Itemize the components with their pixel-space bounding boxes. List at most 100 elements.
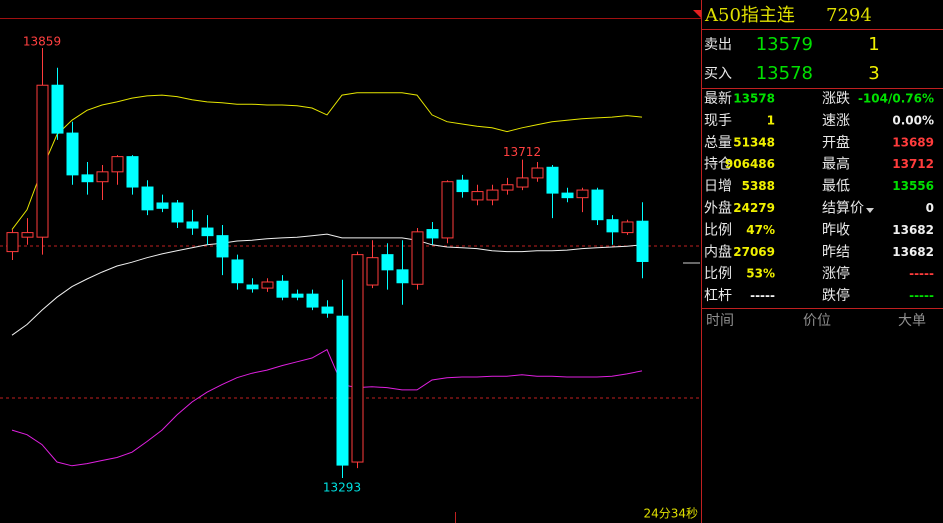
row-label: 最新 bbox=[704, 91, 732, 107]
row-value: 5388 bbox=[742, 179, 775, 193]
row-label: 速涨 bbox=[822, 113, 850, 129]
row-value: ----- bbox=[909, 289, 934, 303]
candle-body bbox=[336, 315, 349, 466]
row-label: 内盘 bbox=[704, 243, 732, 260]
band-line bbox=[11, 233, 643, 336]
quote-rows: 最新 13578 涨跌 -104/0.76% 现手 1 速涨 0.00% 总量 51348 开盘 13… bbox=[704, 91, 934, 329]
candle-body bbox=[486, 189, 499, 201]
row-label: 持仓 bbox=[704, 157, 732, 173]
row-label: 比例 bbox=[704, 222, 732, 238]
candle-body bbox=[531, 167, 544, 179]
ask-price: 13579 bbox=[756, 34, 813, 55]
candle-body bbox=[636, 220, 649, 262]
candle-body bbox=[96, 171, 109, 183]
row-label: 结算价 bbox=[822, 201, 864, 217]
corner-marker bbox=[693, 10, 701, 18]
candle-body bbox=[171, 202, 184, 223]
row-value: -104/0.76% bbox=[858, 92, 934, 106]
candle-body bbox=[246, 284, 259, 290]
list-header: 价位 bbox=[803, 313, 831, 329]
candle-body bbox=[231, 259, 244, 284]
row-value: 906486 bbox=[725, 157, 775, 171]
candle-body bbox=[366, 257, 379, 286]
candle-body bbox=[411, 231, 424, 285]
bands bbox=[11, 92, 643, 467]
row-label: 跌停 bbox=[822, 287, 850, 304]
row-value: 51348 bbox=[733, 135, 775, 149]
row-label: 昨结 bbox=[822, 244, 850, 260]
candle-body bbox=[51, 84, 64, 134]
row-label: 最低 bbox=[822, 179, 850, 195]
candle-body bbox=[516, 177, 529, 188]
band-line bbox=[11, 92, 643, 230]
candle-body bbox=[216, 235, 229, 258]
row-value: 1 bbox=[767, 113, 775, 127]
timer: 24分34秒 bbox=[643, 507, 698, 521]
bid-volume: 3 bbox=[868, 63, 879, 84]
candle-body bbox=[591, 189, 604, 221]
row-label: 外盘 bbox=[704, 200, 732, 217]
candles bbox=[6, 48, 649, 478]
candle-body bbox=[81, 174, 94, 183]
row-value: 47% bbox=[746, 223, 775, 237]
candle-body bbox=[606, 219, 619, 233]
candle-body bbox=[291, 293, 304, 298]
bid-price: 13578 bbox=[756, 63, 813, 84]
row-value: ----- bbox=[750, 289, 775, 303]
row-label: 昨收 bbox=[822, 222, 850, 238]
row-label: 总量 bbox=[704, 135, 732, 151]
candle-body bbox=[351, 254, 364, 463]
high-label: 13859 bbox=[23, 35, 61, 49]
candle-body bbox=[456, 179, 469, 193]
row-value: ----- bbox=[909, 267, 934, 281]
row-value: 13682 bbox=[892, 223, 934, 237]
low-label: 13293 bbox=[323, 481, 361, 495]
row-value: 13556 bbox=[892, 179, 934, 193]
candle-body bbox=[156, 202, 169, 209]
row-label: 涨跌 bbox=[822, 91, 850, 107]
candle-body bbox=[396, 269, 409, 284]
candle-body bbox=[576, 189, 589, 199]
candle-body bbox=[441, 181, 454, 239]
row-label: 开盘 bbox=[822, 134, 850, 151]
candle-body bbox=[6, 232, 19, 253]
row-value: 24279 bbox=[733, 201, 775, 215]
candle-body bbox=[141, 186, 154, 211]
candle-body bbox=[186, 221, 199, 229]
dropdown-icon[interactable] bbox=[866, 208, 874, 213]
list-header: 时间 bbox=[706, 313, 734, 329]
row-label: 比例 bbox=[704, 266, 732, 282]
candle-body bbox=[621, 221, 634, 234]
row-label: 最高 bbox=[822, 156, 850, 173]
candle-body bbox=[276, 280, 289, 298]
row-value: 0.00% bbox=[892, 113, 934, 127]
row-value: 13578 bbox=[733, 92, 775, 106]
candle-body bbox=[561, 192, 574, 199]
high-label: 13712 bbox=[503, 145, 541, 159]
candle-body bbox=[321, 306, 334, 314]
candle-body bbox=[21, 232, 34, 238]
candle-body bbox=[426, 229, 439, 239]
ask-volume: 1 bbox=[868, 34, 879, 55]
list-header: 大单 bbox=[898, 313, 926, 329]
candle-body bbox=[36, 84, 49, 238]
panel-title: A50指主连 bbox=[704, 5, 795, 26]
panel-code: 7294 bbox=[826, 5, 872, 26]
candle-body bbox=[66, 132, 79, 176]
row-label: 现手 bbox=[704, 113, 732, 129]
candle-body bbox=[261, 281, 274, 289]
candle-body bbox=[501, 184, 514, 191]
band-line bbox=[11, 348, 643, 467]
row-value: 27069 bbox=[733, 245, 775, 259]
row-label: 涨停 bbox=[822, 265, 850, 282]
candle-body bbox=[546, 166, 559, 194]
row-value: 13712 bbox=[892, 157, 934, 171]
row-label: 杠杆 bbox=[704, 288, 732, 304]
row-value: 13689 bbox=[892, 135, 934, 149]
candle-body bbox=[306, 293, 319, 308]
bid-label: 买入 bbox=[704, 66, 732, 82]
